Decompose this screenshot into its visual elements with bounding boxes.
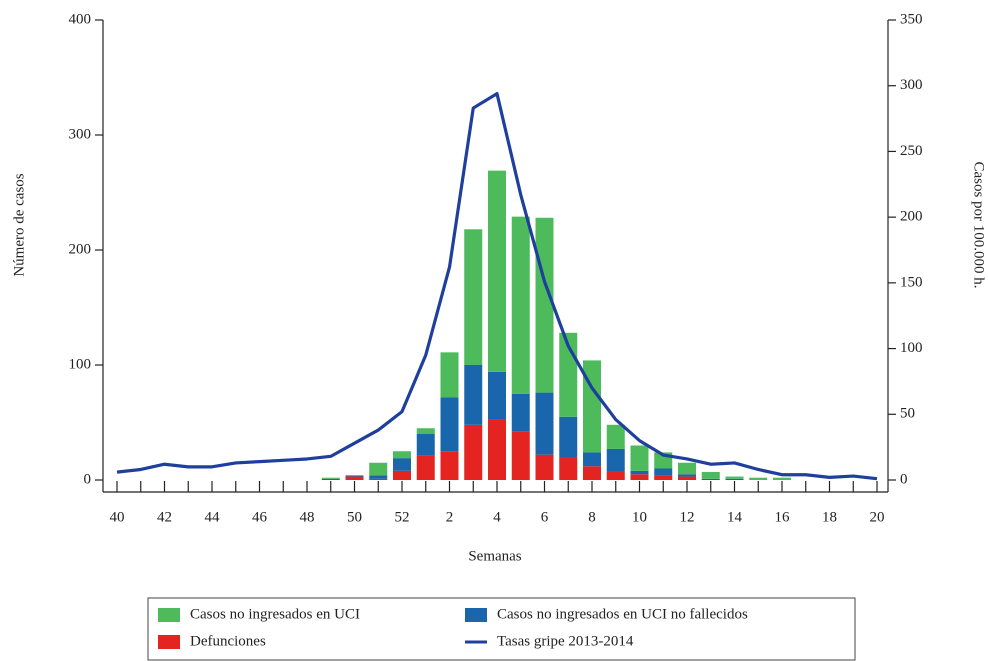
bar <box>416 455 435 480</box>
y2-tick-label: 0 <box>900 471 908 487</box>
y-tick-label: 400 <box>69 11 92 27</box>
y2-tick-label: 100 <box>900 340 923 356</box>
bar <box>488 170 506 372</box>
bar <box>440 352 459 398</box>
bar <box>773 477 791 480</box>
bar <box>345 476 364 480</box>
bar <box>393 451 411 459</box>
x-tick-label: 40 <box>110 509 125 525</box>
bar <box>559 457 578 480</box>
y2-tick-label: 200 <box>900 209 923 225</box>
bar <box>321 478 340 480</box>
bar <box>416 434 435 456</box>
y-tick-label: 100 <box>69 356 92 372</box>
x-tick-label: 52 <box>395 509 410 525</box>
bar <box>725 476 744 479</box>
bar <box>464 229 483 365</box>
legend-swatch <box>465 608 487 622</box>
bar <box>725 478 744 480</box>
bar <box>654 475 673 480</box>
x-tick-label: 20 <box>870 509 885 525</box>
bar <box>583 452 601 467</box>
x-tick-label: 50 <box>347 509 362 525</box>
bar <box>559 416 578 457</box>
bar <box>606 448 625 472</box>
legend-label: Tasas gripe 2013-2014 <box>497 633 634 649</box>
bar <box>630 470 649 475</box>
x-tick-label: 16 <box>775 509 791 525</box>
x-tick-label: 12 <box>680 509 695 525</box>
bar <box>369 475 388 479</box>
y-tick-label: 300 <box>69 126 92 142</box>
legend-label: Defunciones <box>190 633 266 649</box>
bar <box>583 466 601 480</box>
bar <box>701 478 720 480</box>
x-tick-label: 8 <box>588 509 596 525</box>
bar <box>701 471 720 479</box>
x-tick-label: 18 <box>822 509 837 525</box>
legend-swatch <box>158 608 180 622</box>
x-tick-label: 6 <box>541 509 549 525</box>
y-tick-label: 0 <box>84 471 92 487</box>
bar <box>535 392 554 455</box>
line <box>116 92 878 481</box>
bar <box>488 419 506 480</box>
x-tick-label: 4 <box>493 509 501 525</box>
bar <box>630 474 649 480</box>
bar <box>321 477 340 479</box>
y2-axis-title: Casos por 100.000 h. <box>971 161 987 288</box>
bar <box>464 365 483 425</box>
y2-tick-label: 300 <box>900 77 923 93</box>
bar <box>535 217 554 393</box>
bar <box>393 458 411 471</box>
x-axis-title: Semanas <box>468 548 521 564</box>
bar <box>606 471 625 480</box>
x-tick-label: 46 <box>252 509 268 525</box>
bar <box>369 478 388 480</box>
legend-label: Casos no ingresados en UCI no fallecidos <box>497 606 748 622</box>
bar <box>511 393 530 432</box>
bar <box>678 462 696 475</box>
bar <box>345 475 364 477</box>
bar <box>464 424 483 480</box>
y-axis-title: Número de casos <box>11 173 27 276</box>
bar <box>678 476 696 480</box>
y2-tick-label: 350 <box>900 11 923 27</box>
y2-tick-label: 250 <box>900 143 923 159</box>
x-tick-label: 10 <box>632 509 647 525</box>
legend-label: Casos no ingresados en UCI <box>190 606 360 622</box>
bar <box>369 462 388 476</box>
bar <box>654 468 673 476</box>
bar <box>678 474 696 477</box>
x-tick-label: 42 <box>157 509 172 525</box>
bar <box>416 428 435 434</box>
x-tick-label: 14 <box>727 509 743 525</box>
x-tick-label: 2 <box>446 509 454 525</box>
bar <box>440 451 459 480</box>
bar <box>511 216 530 394</box>
legend-box <box>147 597 856 661</box>
bar <box>440 397 459 452</box>
bar <box>393 470 411 480</box>
y2-tick-label: 50 <box>900 406 915 422</box>
bar <box>749 477 768 480</box>
bar <box>535 454 554 480</box>
x-tick-label: 44 <box>205 509 221 525</box>
bar <box>511 431 530 480</box>
bar <box>488 371 506 420</box>
y-tick-label: 200 <box>69 241 92 257</box>
x-tick-label: 48 <box>300 509 315 525</box>
bar <box>630 445 649 471</box>
bar <box>583 360 601 453</box>
bar <box>606 424 625 449</box>
y2-tick-label: 150 <box>900 274 923 290</box>
legend-swatch <box>158 635 180 649</box>
